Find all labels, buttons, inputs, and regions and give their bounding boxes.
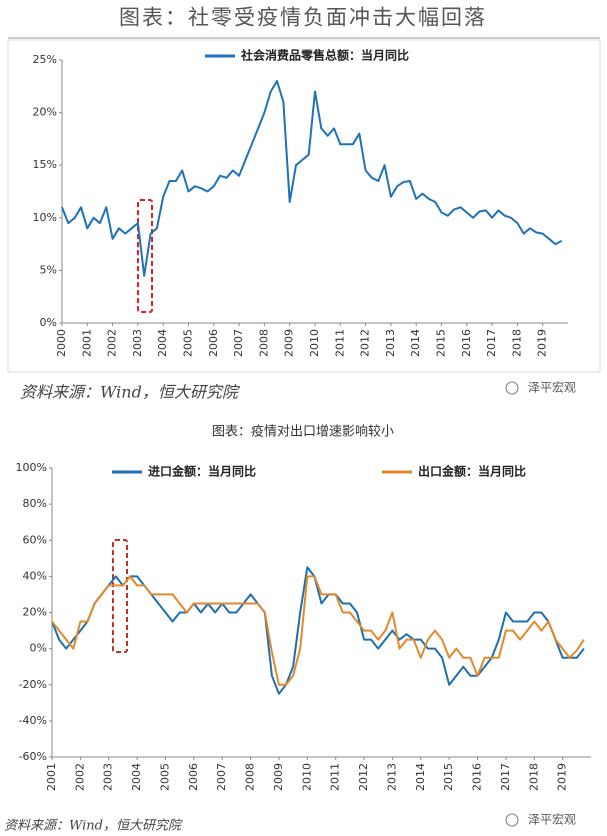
series-line (51, 575, 585, 686)
x-tick-label: 2016 (471, 763, 484, 791)
x-tick-label: 2007 (232, 329, 245, 357)
x-tick-label: 2001 (45, 763, 58, 791)
x-tick-label: 2013 (385, 763, 398, 791)
frame (7, 39, 601, 373)
x-tick-label: 2004 (130, 763, 143, 791)
series-line (61, 80, 563, 277)
y-tick-label: 5% (40, 263, 57, 276)
y-tick-label: 0% (40, 316, 57, 329)
legend-label: 进口金额：当月同比 (148, 464, 256, 479)
x-tick-label: 2017 (485, 329, 498, 357)
y-tick-label: 80% (23, 497, 47, 510)
x-tick-label: 2007 (215, 763, 228, 791)
x-tick-label: 2010 (300, 763, 313, 791)
x-tick-label: 2019 (556, 763, 569, 791)
x-tick-label: 2009 (272, 763, 285, 791)
x-tick-label: 2008 (257, 329, 270, 357)
x-tick-label: 2012 (359, 329, 372, 357)
source: 资料来源：Wind，恒大研究院 (4, 818, 183, 834)
watermark: 泽平宏观 (528, 812, 576, 827)
x-tick-label: 2018 (527, 763, 540, 791)
y-tick-label: 0% (30, 642, 47, 655)
x-tick-label: 2003 (131, 329, 144, 357)
x-tick-label: 2000 (55, 329, 68, 357)
x-tick-label: 2010 (308, 329, 321, 357)
x-tick-label: 2003 (102, 763, 115, 791)
watermark: 泽平宏观 (528, 380, 576, 395)
chart-title: 图表：社零受疫情负面冲击大幅回落 (119, 6, 487, 30)
x-tick-label: 2015 (442, 763, 455, 791)
legend-label: 出口金额：当月同比 (418, 464, 526, 479)
x-tick-label: 2015 (435, 329, 448, 357)
watermark-icon (505, 381, 519, 395)
y-tick-label: 20% (33, 106, 57, 119)
x-tick-label: 2006 (207, 329, 220, 357)
x-tick-label: 2009 (283, 329, 296, 357)
y-tick-label: 20% (23, 606, 47, 619)
chart-title: 图表：疫情对出口增速影响较小 (212, 424, 394, 440)
legend-label: 社会消费品零售总额：当月同比 (240, 48, 409, 63)
y-tick-label: 10% (33, 211, 57, 224)
x-tick-label: 2008 (244, 763, 257, 791)
x-tick-label: 2002 (106, 329, 119, 357)
x-tick-label: 2016 (460, 329, 473, 357)
x-tick-label: 2002 (73, 763, 86, 791)
x-tick-label: 2014 (409, 329, 422, 357)
x-tick-label: 2004 (156, 329, 169, 357)
y-tick-label: 15% (33, 158, 57, 171)
y-tick-label: 40% (23, 569, 47, 582)
x-tick-label: 2011 (333, 329, 346, 357)
x-tick-label: 2017 (499, 763, 512, 791)
y-tick-label: -40% (19, 714, 47, 727)
watermark-icon (505, 813, 519, 827)
highlight-box (137, 199, 153, 313)
x-tick-label: 2011 (329, 763, 342, 791)
x-tick-label: 2005 (182, 329, 195, 357)
source: 资料来源：Wind，恒大研究院 (20, 383, 241, 402)
x-tick-label: 2006 (187, 763, 200, 791)
y-tick-label: 25% (33, 53, 57, 66)
x-tick-label: 2014 (414, 763, 427, 791)
y-tick-label: 100% (16, 461, 47, 474)
y-tick-label: -20% (19, 678, 47, 691)
x-tick-label: 2019 (536, 329, 549, 357)
x-tick-label: 2012 (357, 763, 370, 791)
y-tick-label: 60% (23, 533, 47, 546)
x-tick-label: 2018 (510, 329, 523, 357)
series-line (51, 566, 585, 695)
x-tick-label: 2001 (80, 329, 93, 357)
x-tick-label: 2005 (158, 763, 171, 791)
highlight-box (112, 539, 128, 653)
x-tick-label: 2013 (384, 329, 397, 357)
y-tick-label: -60% (19, 750, 47, 763)
